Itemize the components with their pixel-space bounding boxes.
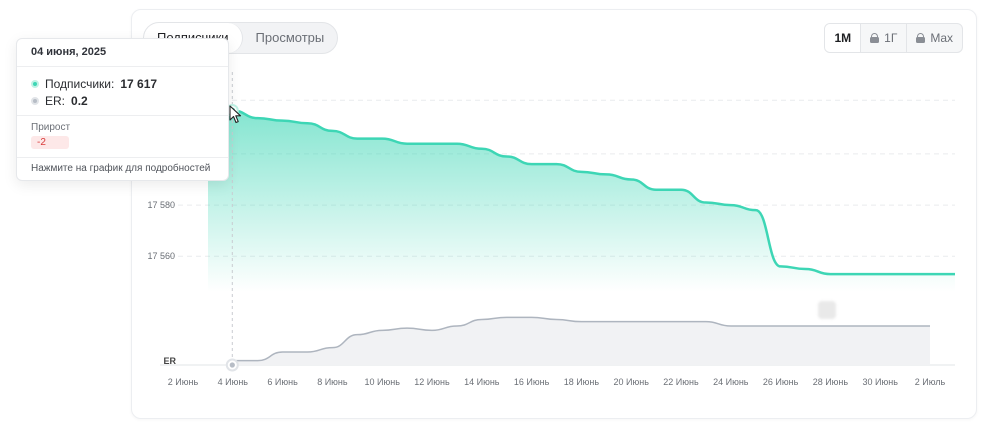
subscribers-dot-icon: [31, 79, 39, 88]
x-tick-label: 20 Июнь: [614, 377, 650, 387]
x-tick-label: 30 Июнь: [863, 377, 899, 387]
er-axis-label: ER: [163, 356, 176, 366]
tooltip-gain-badge: -2: [31, 136, 69, 149]
y-tick-label: 17 560: [147, 251, 175, 261]
tooltip-gain-label: Прирост: [31, 122, 71, 133]
x-tick-label: 10 Июнь: [365, 377, 401, 387]
range-max-button[interactable]: Max: [906, 24, 962, 52]
tooltip-er-row: ER: 0.2: [31, 92, 214, 109]
er-line: [236, 316, 930, 362]
x-tick-label: 8 Июнь: [317, 377, 348, 387]
x-tick-label: 14 Июнь: [464, 377, 500, 387]
tooltip-er-label: ER:: [45, 93, 66, 108]
tooltip-subs-value: 17 617: [120, 76, 158, 91]
x-tick-label: 6 Июнь: [267, 377, 298, 387]
range-1y-label: 1Г: [884, 31, 898, 45]
tooltip-values: Подписчики: 17 617 ER: 0.2: [17, 67, 228, 116]
range-max-label: Max: [930, 31, 953, 45]
tooltip-er-value: 0.2: [71, 93, 88, 108]
x-tick-label: 4 Июнь: [218, 377, 249, 387]
x-tick-label: 12 Июнь: [414, 377, 450, 387]
hover-marker-er-core: [229, 362, 235, 368]
range-1m-label: 1M: [834, 31, 852, 45]
y-tick-label: 17 580: [147, 200, 175, 210]
tooltip-subs-label: Подписчики:: [45, 76, 115, 91]
tooltip-date: 04 июня, 2025: [17, 39, 228, 67]
tooltip-hint: Нажмите на график для подробностей: [31, 163, 211, 174]
lock-icon: [916, 33, 926, 43]
er-area: [236, 317, 930, 365]
x-tick-label: 22 Июнь: [663, 377, 699, 387]
x-tick-label: 2 Июнь: [168, 377, 199, 387]
x-tick-label: 28 Июнь: [813, 377, 849, 387]
subscribers-area: [207, 105, 955, 293]
x-tick-label: 18 Июнь: [564, 377, 600, 387]
x-tick-label: 2 Июль: [915, 377, 946, 387]
tooltip-subscribers-row: Подписчики: 17 617: [31, 75, 214, 92]
chart-tooltip: 04 июня, 2025 Подписчики: 17 617 ER: 0.2…: [16, 38, 229, 181]
tab-views[interactable]: Просмотры: [255, 30, 325, 45]
lock-icon: [870, 33, 880, 43]
x-tick-label: 16 Июнь: [514, 377, 550, 387]
watermark-logo-icon: [818, 301, 836, 319]
watermark: [818, 298, 948, 322]
tooltip-gain: Прирост -2: [17, 116, 228, 158]
range-1y-button[interactable]: 1Г: [860, 24, 906, 52]
subscribers-line: [207, 104, 955, 276]
x-tick-label: 26 Июнь: [763, 377, 799, 387]
range-selector: 1M 1Г Max: [824, 23, 963, 53]
mouse-pointer-icon: [229, 105, 242, 124]
x-tick-label: 24 Июнь: [713, 377, 749, 387]
er-dot-icon: [31, 96, 39, 105]
range-1m-button[interactable]: 1M: [825, 24, 861, 52]
